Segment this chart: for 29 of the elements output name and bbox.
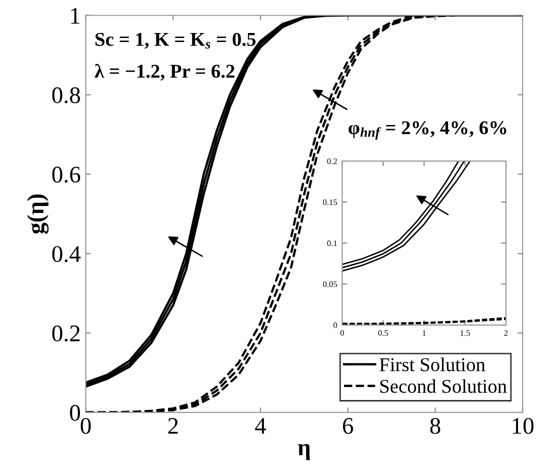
x-tick-label: 4 [255,418,266,434]
legend-label: Second Solution [380,379,507,393]
x-tick-label: 0 [340,330,344,336]
y-tick-label: 0.15 [323,199,337,206]
y-tick-label: 1 [71,8,80,24]
x-axis-title: η [298,444,310,460]
x-tick-label: 1 [422,330,426,336]
y-tick-label: 0.05 [323,281,337,288]
x-tick-label: 10 [512,418,534,434]
y-tick-label: 0.6 [52,166,80,183]
y-tick-label: 0 [333,322,338,328]
x-tick-label: 0 [80,418,91,434]
x-tick-label: 0.5 [378,330,388,336]
y-tick-label: 0.1 [327,240,337,246]
y-axis-title: g(η) [27,194,49,234]
annotation: φ$_{hnf}$ = 2%, 4%, 6% [348,121,506,140]
x-tick-label: 1.5 [460,330,470,336]
annotation: λ = −1.2, Pr = 6.2 [94,64,234,81]
y-tick-label: 0.8 [52,87,80,104]
x-tick-label: 2 [168,418,178,434]
x-tick-label: 8 [430,418,440,434]
y-tick-label: 0.4 [52,246,81,262]
legend-label: First Solution [380,358,486,372]
y-tick-label: 0.2 [327,158,337,164]
y-tick-label: 0 [70,404,80,421]
x-tick-label: 6 [342,418,354,434]
x-tick-label: 2 [504,330,508,336]
y-tick-label: 0.2 [52,325,80,342]
annotation: Sc = 1, K = K$_{s}$ = 0.5 [96,32,256,49]
